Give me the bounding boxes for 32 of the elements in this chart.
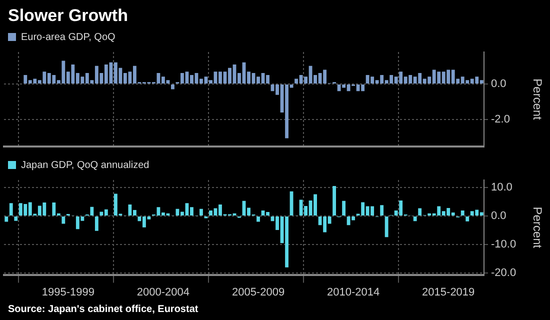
bar [14, 216, 18, 221]
y-axis-title: Percent [530, 78, 544, 121]
x-tick-label: 2005-2009 [232, 286, 285, 298]
x-tick-label: 2010-2014 [327, 286, 380, 298]
bar [4, 216, 8, 222]
legend-label: Japan GDP, QoQ annualized [21, 160, 150, 171]
x-tick-label: 2000-2004 [136, 286, 190, 298]
bar [332, 186, 336, 216]
bar [384, 216, 388, 238]
chart-title: Slower Growth [7, 5, 129, 27]
bar [62, 216, 66, 224]
bar [171, 84, 174, 90]
bar [200, 208, 203, 216]
bar [9, 203, 13, 216]
y-tick-label: -20.0 [491, 267, 516, 280]
bar [413, 216, 417, 222]
bar [94, 216, 98, 231]
bar [342, 200, 346, 216]
bar [380, 205, 384, 216]
y-tick-label: -2.0 [491, 114, 510, 126]
y-axis-title: Percent [530, 206, 544, 249]
y-tick-label: 0.0 [491, 78, 506, 90]
bar [466, 216, 470, 222]
y-tick-label: 0.0 [491, 210, 506, 222]
y-tick-label: -10.0 [491, 238, 516, 251]
y-tick-label: 10.0 [491, 181, 512, 194]
source-note: Source: Japan's cabinet office, Eurostat [7, 303, 200, 315]
x-tick-label: 2015-2019 [422, 286, 475, 298]
legend-label: Euro-area GDP, QoQ [21, 32, 116, 43]
x-tick-label: 1995-1999 [42, 286, 94, 298]
bar [460, 210, 464, 216]
bar [256, 216, 260, 222]
